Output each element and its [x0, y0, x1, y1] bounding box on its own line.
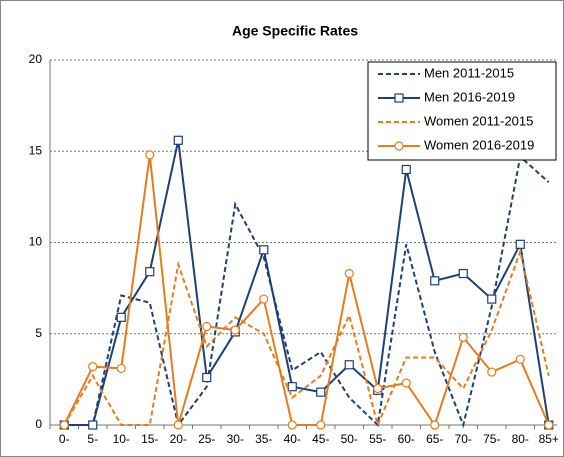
- marker: [394, 93, 404, 103]
- x-tick-label: 20-: [170, 432, 187, 446]
- marker: [487, 367, 497, 377]
- x-tick-label: 15-: [141, 432, 158, 446]
- marker: [116, 363, 126, 374]
- marker: [373, 383, 383, 394]
- y-tick-label: 0: [35, 417, 42, 431]
- series-line: [63, 154, 550, 428]
- marker: [430, 276, 440, 286]
- y-tick-label: 5: [35, 326, 42, 340]
- x-tick-label: 80-: [512, 432, 529, 446]
- marker: [394, 141, 404, 151]
- marker: [116, 312, 126, 322]
- marker: [145, 267, 155, 277]
- marker: [287, 382, 297, 392]
- marker: [401, 164, 411, 175]
- marker: [316, 420, 326, 430]
- x-tick-label: 45-: [312, 432, 329, 446]
- marker: [88, 420, 98, 430]
- x-tick-label: 30-: [227, 432, 244, 446]
- x-tick-label: 0-: [59, 432, 70, 446]
- marker: [430, 420, 440, 430]
- x-tick-label: 75-: [483, 432, 500, 446]
- marker: [145, 150, 155, 160]
- x-tick-label: 5-: [87, 432, 98, 446]
- chart-title: Age Specific Rates: [232, 23, 358, 39]
- legend-label: Men 2011-2015: [424, 65, 514, 80]
- x-tick-label: 40-: [284, 432, 301, 446]
- marker: [259, 294, 269, 304]
- marker: [458, 332, 468, 342]
- marker: [515, 239, 525, 249]
- marker: [544, 420, 554, 430]
- x-tick-label: 55-: [369, 432, 386, 446]
- marker: [173, 420, 183, 430]
- x-tick-label: 25-: [198, 432, 215, 446]
- marker: [344, 360, 354, 370]
- legend-label: Men 2016-2019: [424, 89, 515, 104]
- legend-label: Women 2016-2019: [424, 137, 534, 152]
- marker: [487, 294, 497, 304]
- x-tick-label: 70-: [455, 432, 472, 446]
- marker: [59, 420, 69, 430]
- series-line: [64, 140, 550, 426]
- y-tick-label: 10: [29, 235, 43, 249]
- series-line: [64, 154, 550, 429]
- marker: [316, 387, 326, 397]
- x-tick-label: 10-: [113, 432, 130, 446]
- marker: [344, 268, 354, 279]
- marker: [230, 325, 240, 335]
- y-tick-label: 20: [29, 52, 43, 66]
- x-tick-label: 60-: [398, 432, 415, 446]
- x-tick-label: 65-: [426, 432, 443, 446]
- marker: [515, 354, 525, 364]
- marker: [287, 420, 297, 430]
- x-tick-label: 85+: [539, 432, 559, 446]
- marker: [458, 268, 468, 279]
- y-tick-label: 15: [29, 143, 43, 157]
- marker: [173, 135, 183, 145]
- marker: [202, 321, 212, 332]
- marker: [202, 372, 212, 383]
- series-line: [63, 248, 550, 429]
- x-tick-label: 35-: [255, 432, 272, 446]
- x-tick-label: 50-: [341, 432, 358, 446]
- marker: [259, 245, 269, 255]
- legend-label: Women 2011-2015: [424, 113, 533, 128]
- marker: [88, 362, 98, 372]
- marker: [401, 378, 411, 388]
